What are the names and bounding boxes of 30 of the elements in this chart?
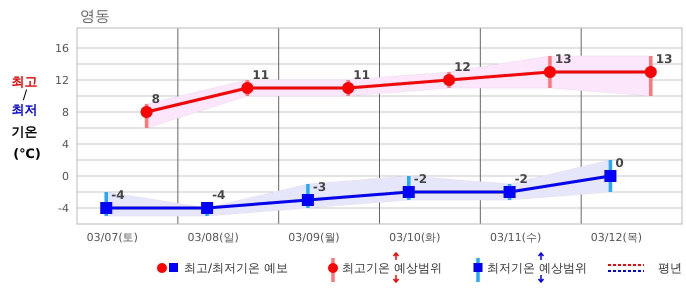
data-label: 8	[152, 92, 160, 106]
data-label: -2	[414, 172, 428, 186]
data-label: 13	[554, 52, 572, 66]
data-label: 11	[252, 68, 270, 82]
y-tick-label: 4	[62, 138, 69, 151]
data-label: -4	[111, 188, 125, 202]
legend-label: 최고기온 예상범위	[342, 261, 442, 275]
data-label: 12	[454, 60, 471, 74]
y-tick-label: -4	[58, 202, 69, 215]
y-tick-label: 8	[62, 106, 69, 119]
text: 최고/최저기온 예보	[184, 261, 288, 275]
y-tick-label: 16	[55, 42, 69, 55]
legend-label: 최저기온 예상범위	[487, 261, 587, 275]
y-tick-label: 0	[62, 170, 69, 183]
chart-title: 영동	[80, 7, 110, 25]
data-label: 11	[353, 68, 370, 82]
data-label: 13	[656, 52, 672, 66]
x-tick-label: 03/08(일)	[187, 231, 239, 244]
data-label: -3	[312, 180, 326, 194]
y-tick-label: 12	[55, 74, 69, 87]
data-label: -4	[212, 188, 226, 202]
x-tick-label: 03/11(수)	[490, 231, 542, 244]
x-tick-label: 03/09(월)	[288, 231, 340, 244]
x-tick-label: 03/07(토)	[86, 231, 138, 244]
y-axis-title: 최고/최저 기온 (℃)	[12, 75, 42, 162]
x-tick-label: 03/10(화)	[389, 231, 440, 244]
data-label: 0	[615, 156, 624, 170]
x-tick-label: 03/12(목)	[590, 231, 642, 244]
data-label: -2	[514, 172, 528, 186]
text: 평년	[658, 261, 682, 275]
